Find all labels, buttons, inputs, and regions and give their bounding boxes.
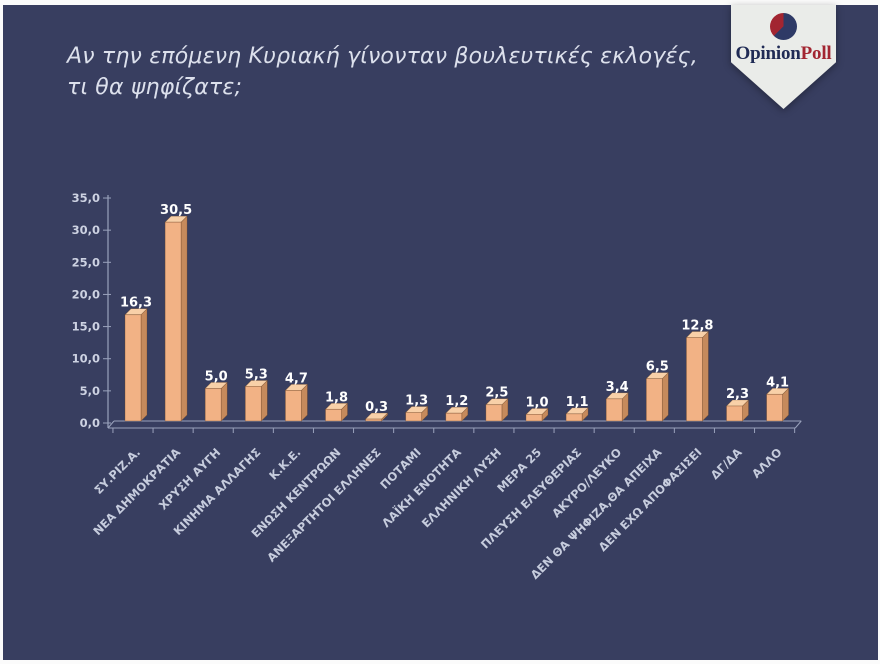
y-tick-label: 35,0 — [72, 191, 100, 205]
y-tick-label: 30,0 — [72, 223, 100, 237]
poll-bar-chart: 0,05,010,015,020,025,030,035,016,3ΣΥ.ΡΙΖ… — [72, 191, 802, 582]
bar-side-face — [702, 330, 709, 422]
y-tick-label: 10,0 — [72, 352, 100, 366]
bar-side-face — [661, 371, 669, 422]
bar — [485, 404, 503, 422]
logo-text-opinion: Opinion — [735, 43, 801, 64]
bar-value-label: 5,0 — [205, 369, 228, 384]
bar — [565, 413, 583, 422]
x-category-label: ΑΛΛΟ — [749, 445, 785, 481]
page-title: Αν την επόμενη Κυριακή γίνονταν βουλευτι… — [67, 41, 698, 103]
bar-side-face — [180, 215, 188, 422]
bar — [164, 221, 182, 422]
bar-value-label: 2,3 — [726, 387, 749, 402]
bar-value-label: 2,5 — [485, 386, 508, 401]
x-category-label: Κ.Κ.Ε. — [266, 445, 303, 482]
bar-value-label: 30,5 — [160, 203, 192, 218]
pie-chart-icon — [770, 13, 797, 40]
y-tick-label: 5,0 — [80, 384, 100, 398]
floor-right-corner — [794, 420, 802, 429]
y-tick-label: 15,0 — [72, 320, 100, 334]
title-line-1: Αν την επόμενη Κυριακή γίνονταν βουλευτι… — [67, 44, 698, 69]
logo-text-poll: Poll — [800, 43, 832, 64]
bar-value-label: 1,0 — [525, 395, 548, 410]
bar-value-label: 1,2 — [445, 394, 468, 409]
title-line-2: τι θα ψηφίζατε; — [67, 75, 243, 100]
bar-value-label: 12,8 — [681, 319, 713, 334]
bar — [605, 398, 623, 422]
bar — [325, 408, 342, 422]
bar-value-label: 4,1 — [766, 375, 789, 390]
bar-value-label: 1,1 — [566, 395, 589, 410]
logo-text: OpinionPoll — [735, 43, 831, 65]
poll-slide: Αν την επόμενη Κυριακή γίνονταν βουλευτι… — [3, 5, 878, 660]
bar — [124, 314, 142, 422]
bar — [726, 405, 743, 422]
bar — [244, 386, 262, 422]
bar — [445, 412, 463, 422]
bar — [766, 393, 783, 422]
bar — [285, 390, 302, 422]
x-category-label: ΕΛΛΗΝΙΚΗ ΛΥΣΗ — [419, 445, 504, 530]
bar-value-label: 4,7 — [285, 371, 308, 386]
y-tick-label: 25,0 — [72, 255, 100, 269]
bar-side-face — [140, 307, 148, 422]
y-tick-label: 20,0 — [72, 287, 100, 301]
bar-value-label: 0,3 — [365, 400, 388, 415]
bar-side-face — [220, 381, 228, 422]
bar-side-face — [260, 379, 268, 422]
bar — [204, 388, 222, 422]
bar-value-label: 1,8 — [325, 390, 348, 405]
bar-value-label: 16,3 — [120, 296, 152, 311]
bar — [525, 414, 543, 422]
bar — [645, 378, 663, 422]
bar — [686, 337, 703, 422]
y-tick-label: 0,0 — [80, 416, 100, 430]
bar-value-label: 3,4 — [606, 380, 629, 395]
bar-value-label: 6,5 — [646, 360, 669, 375]
bar-value-label: 1,3 — [405, 394, 428, 409]
x-category-label: ΔΓ/ΔΑ — [708, 445, 745, 482]
bar-value-label: 5,3 — [245, 367, 268, 382]
floor-left-corner — [107, 420, 115, 429]
x-category-label: ΑΚΥΡΟ/ΛΕΥΚΟ — [549, 445, 624, 520]
bar — [365, 418, 382, 422]
bar — [405, 412, 423, 422]
